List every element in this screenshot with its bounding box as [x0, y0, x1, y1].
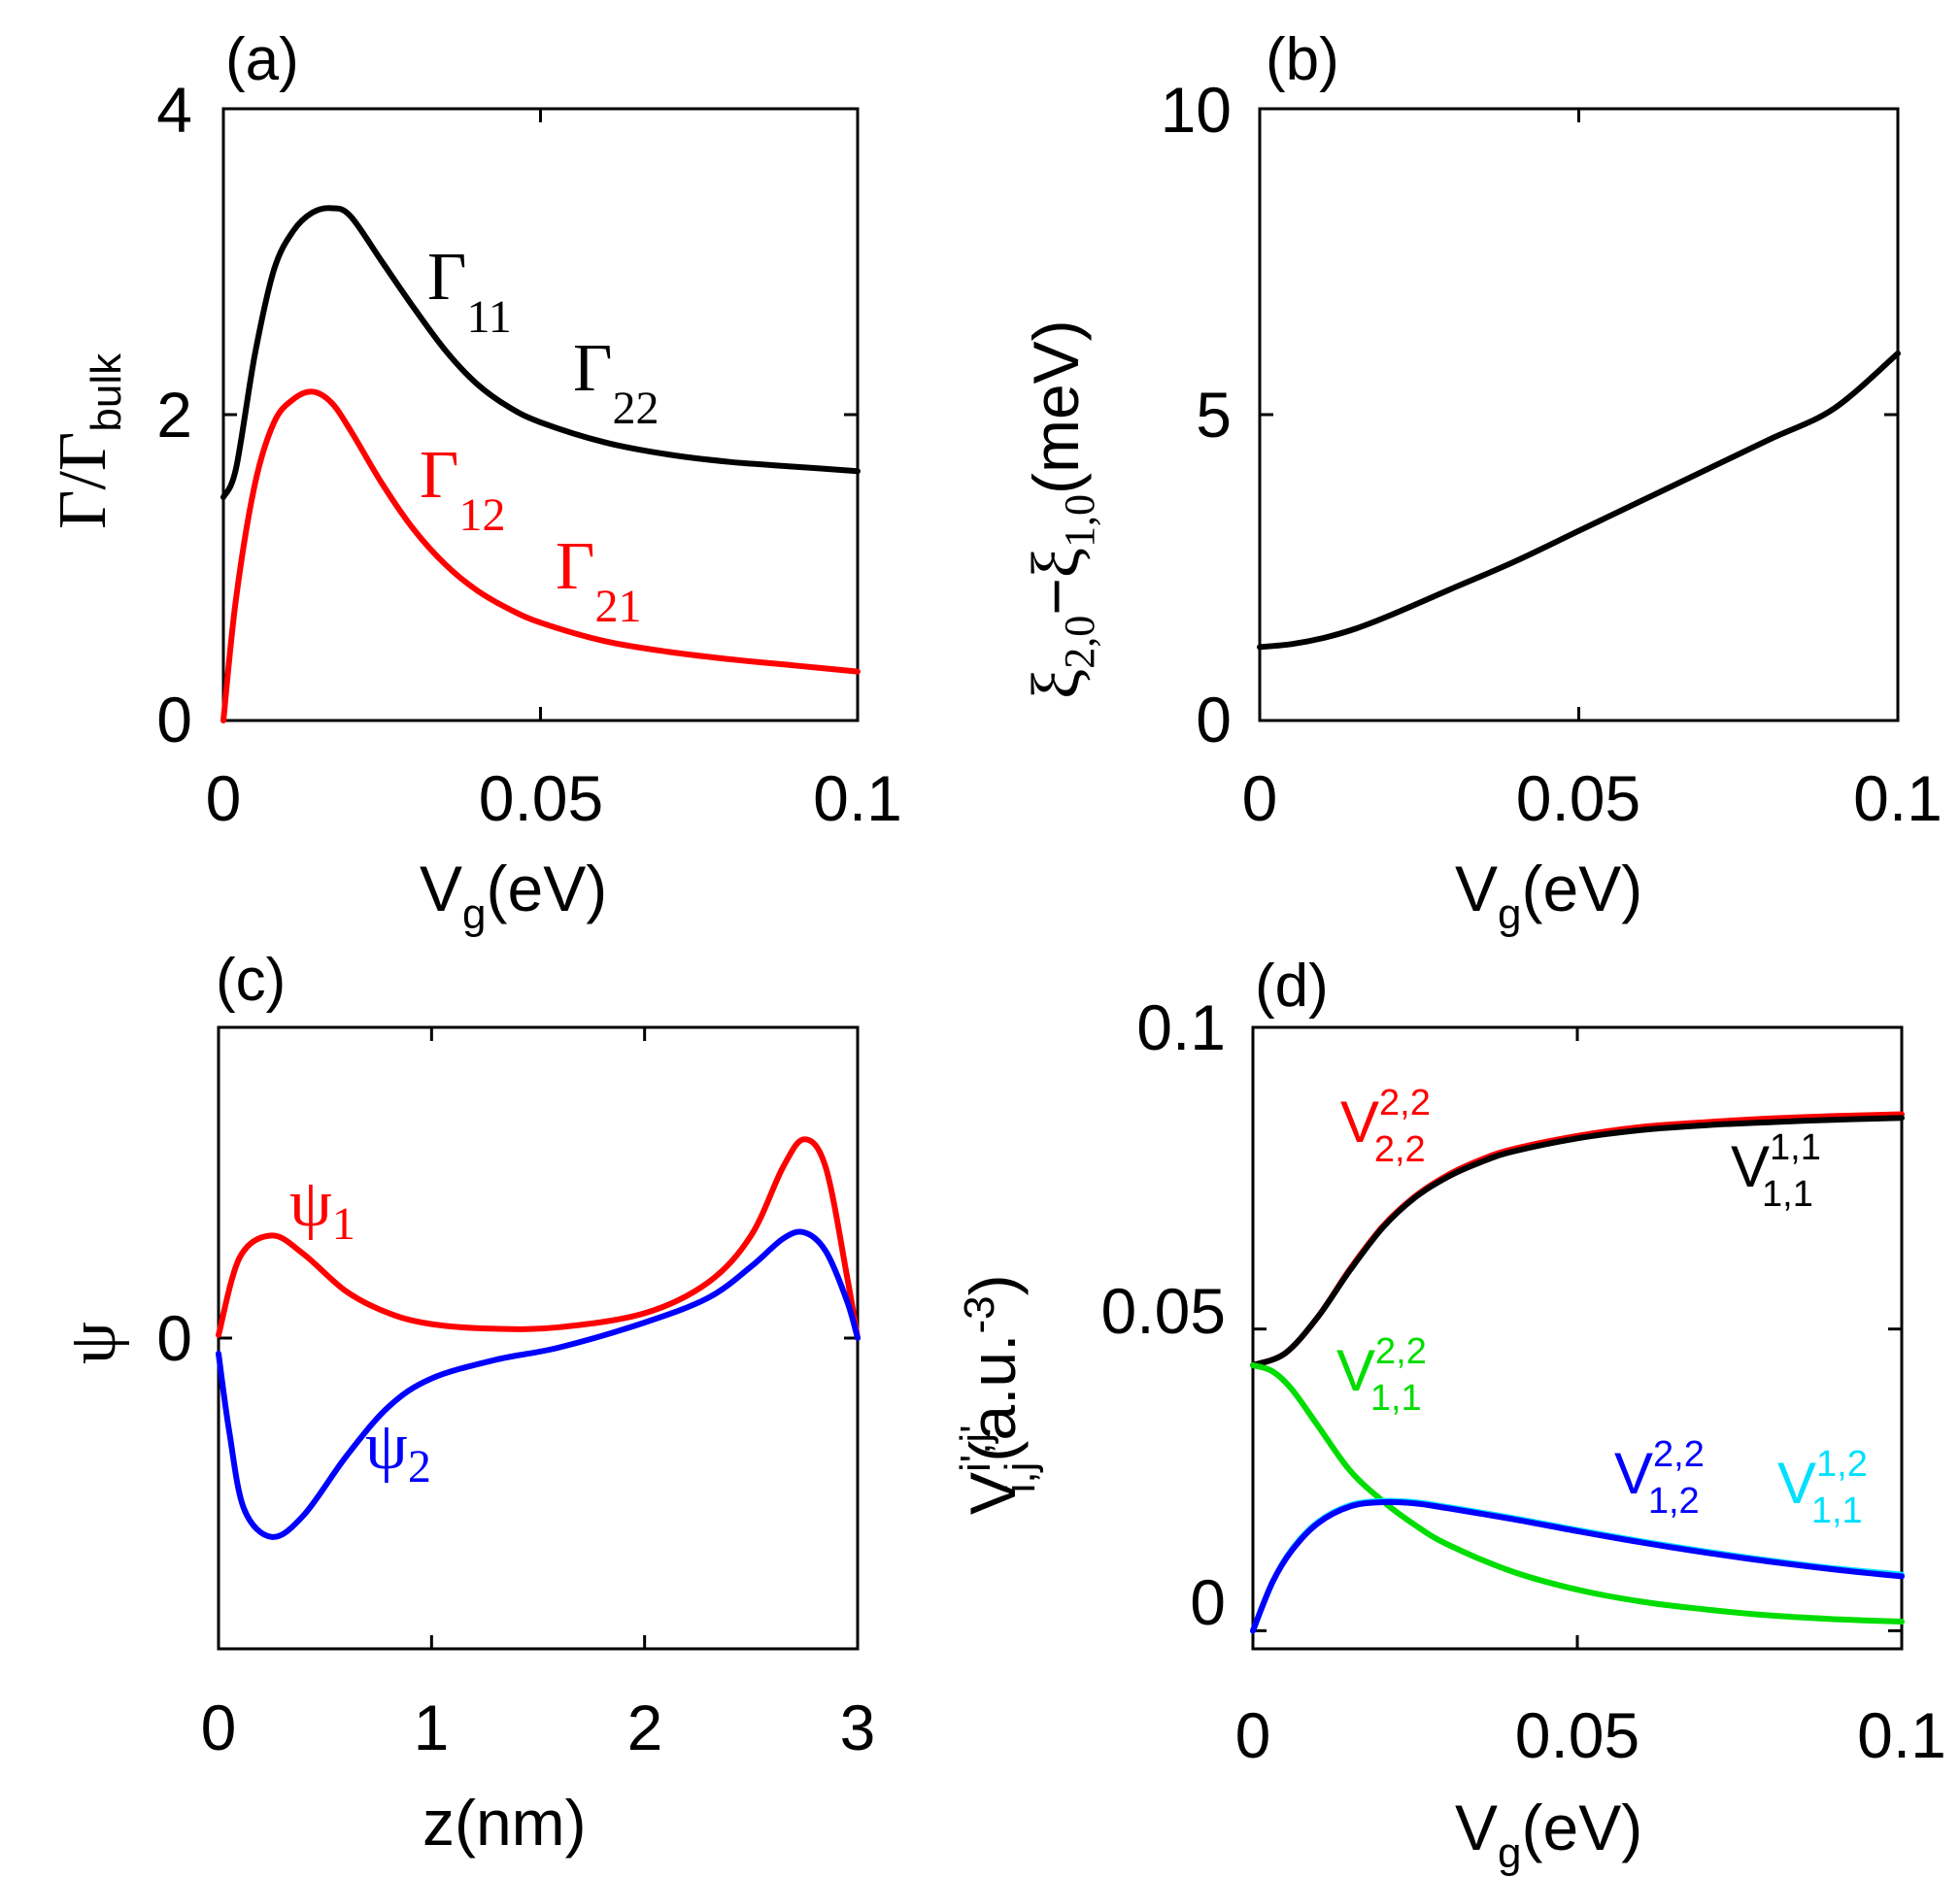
- panel-d-ytick-label: 0.1: [1136, 991, 1226, 1063]
- panel-b-ytick-labels: 0 5 10: [1161, 74, 1232, 755]
- annot-v-22-22: V2,2 2,2: [1340, 1083, 1431, 1170]
- annot-gamma-11: Γ11: [427, 240, 512, 343]
- panel-a-xtick-label: 0: [206, 762, 242, 834]
- panel-d-xtick-labels: 0 0.05 0.1: [1235, 1699, 1946, 1771]
- panel-b-xtick-labels: 0 0.05 0.1: [1242, 762, 1943, 834]
- panel-c-xtick-label: 2: [627, 1692, 663, 1763]
- series-line-2: [220, 388, 861, 723]
- series-line-3: [1250, 1362, 1905, 1625]
- panel-a-series: [220, 205, 861, 723]
- panel-c-label: (c): [216, 947, 286, 1014]
- panel-a-ytick-labels: 0 2 4: [156, 74, 192, 755]
- panel-c-frame: [217, 1025, 860, 1651]
- panel-a-ytick-label: 0: [156, 684, 192, 755]
- panel-d-xtick-label: 0.05: [1515, 1699, 1639, 1771]
- panel-b-ytick-label: 0: [1196, 684, 1232, 755]
- panel-d-ylabel: Vi',j'i,j(a.u.-3): [952, 1274, 1044, 1515]
- annot-gamma-12: Γ12: [420, 438, 505, 541]
- panel-d-ytick-label: 0.05: [1101, 1275, 1226, 1347]
- panel-a-xlabel: Vg(eV): [420, 853, 607, 938]
- panel-d-ytick-labels: 0 0.05 0.1: [1101, 991, 1226, 1638]
- panel-b-xtick-label: 0: [1242, 762, 1278, 834]
- panel-c: (c) 0 0 1 2 3 z(nm) ψ ψ1 ψ2: [55, 947, 875, 1859]
- annot-psi-2: ψ2: [365, 1409, 431, 1492]
- panel-d-xlabel: Vg(eV): [1455, 1792, 1642, 1877]
- panel-a-ytick-label: 2: [156, 379, 192, 451]
- panel-d-xtick-label: 0: [1235, 1699, 1271, 1771]
- panel-d-xtick-label: 0.1: [1857, 1699, 1946, 1771]
- annot-gamma-22: Γ22: [573, 331, 659, 434]
- panel-a-xtick-label: 0.05: [479, 762, 603, 834]
- panel-d-label: (d): [1255, 953, 1329, 1020]
- annot-v-11-11: V1,1 1,1: [1731, 1127, 1820, 1215]
- panel-b-xtick-label: 0.1: [1853, 762, 1943, 834]
- panel-c-ticks: [217, 1027, 860, 1649]
- series-line-1: [216, 1136, 861, 1341]
- panel-c-ytick-labels: 0: [156, 1302, 192, 1374]
- annot-psi-1: ψ1: [289, 1166, 355, 1250]
- panel-b-xtick-label: 0.05: [1516, 762, 1640, 834]
- series-line-5: [1250, 1498, 1905, 1634]
- panel-c-xtick-label: 3: [840, 1692, 876, 1763]
- panel-a-xtick-label: 0.1: [813, 762, 902, 834]
- annot-v-12-22: V2,2 1,2: [1614, 1434, 1705, 1522]
- panel-c-xtick-label: 0: [201, 1692, 237, 1763]
- panel-a-frame: [221, 107, 860, 722]
- panel-c-ytick-label: 0: [156, 1302, 192, 1374]
- panel-a-label: (a): [225, 26, 299, 93]
- panel-a-ylabel: Γ/Γbulk: [46, 352, 130, 529]
- panel-b-series: [1257, 351, 1901, 651]
- panel-c-xtick-labels: 0 1 2 3: [201, 1692, 876, 1763]
- panel-c-xlabel: z(nm): [422, 1787, 587, 1859]
- annot-v-11-12: V1,2 1,1: [1777, 1444, 1868, 1531]
- series-line-2: [216, 1228, 861, 1540]
- panel-b-ticks: [1258, 107, 1900, 722]
- panel-c-xtick-label: 1: [414, 1692, 450, 1763]
- annot-gamma-21: Γ21: [556, 529, 641, 632]
- panel-c-ylabel: ψ: [55, 1322, 130, 1364]
- panel-b-ylabel: ξ2,0−ξ1,0(meV): [1019, 319, 1103, 699]
- series-line-1: [220, 205, 861, 500]
- panel-b-label: (b): [1266, 26, 1339, 93]
- series-line-1: [1257, 351, 1901, 651]
- panel-d-series: [1250, 1111, 1905, 1634]
- panel-d: (d) 0 0.05 0.1 0 0.05 0.1 Vg(eV) Vi',j'i…: [952, 953, 1946, 1877]
- panel-d-ytick-label: 0: [1190, 1566, 1226, 1638]
- panel-a-ytick-label: 4: [156, 74, 192, 146]
- annot-v-11-22: V2,2 1,1: [1336, 1331, 1427, 1419]
- panel-c-series: [216, 1136, 861, 1540]
- panel-b-xlabel: Vg(eV): [1455, 853, 1642, 938]
- series-line-2: [1250, 1115, 1905, 1368]
- panel-b-ytick-label: 5: [1196, 379, 1232, 451]
- panel-b: (b) 0 5 10 0 0.05 0.1 Vg(eV) ξ2,0−ξ1,0(m…: [1019, 26, 1943, 938]
- panel-a-ticks: [221, 107, 860, 722]
- panel-b-ytick-label: 10: [1161, 74, 1232, 146]
- panel-a: (a) 0 2 4 0 0.05 0.1 Vg(eV) Γ/Γbulk Γ11 …: [46, 26, 902, 938]
- panel-a-xtick-labels: 0 0.05 0.1: [206, 762, 902, 834]
